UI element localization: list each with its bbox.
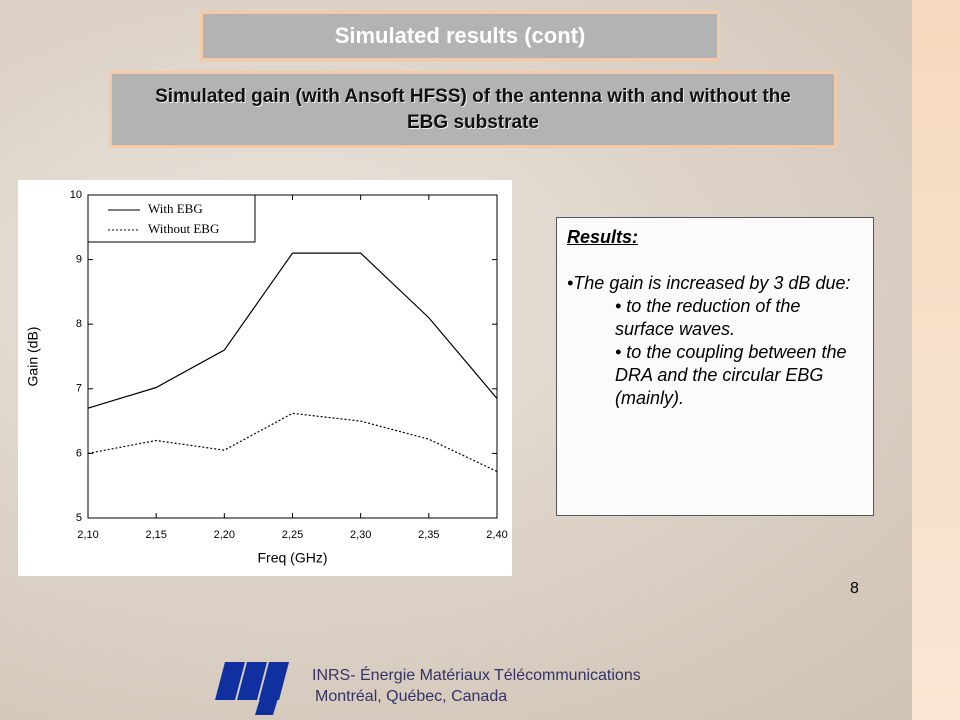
x-tick-label: 2,30 <box>350 529 371 541</box>
series-line <box>87 252 498 409</box>
slide-subtitle: Simulated gain (with Ansoft HFSS) of the… <box>109 71 837 148</box>
x-tick-label: 2,25 <box>282 529 303 541</box>
x-tick-label: 2,40 <box>486 529 507 541</box>
results-heading: Results: <box>567 227 639 247</box>
logo <box>215 662 289 715</box>
results-item: •The gain is increased by 3 dB due: <box>567 273 851 293</box>
x-axis-label: Freq (GHz) <box>258 550 328 566</box>
x-tick-label: 2,10 <box>77 529 98 541</box>
x-tick-label: 2,15 <box>145 529 166 541</box>
footer-line: INRS- Énergie Matériaux Télécommunicatio… <box>312 667 641 684</box>
side-strip <box>912 0 960 720</box>
slide-title: Simulated results (cont) <box>200 11 720 61</box>
page-number: 8 <box>850 580 859 597</box>
legend-box <box>87 194 256 243</box>
y-tick-label: 7 <box>76 383 82 395</box>
y-tick-label: 6 <box>76 447 82 459</box>
legend-label: With EBG <box>148 201 203 216</box>
y-tick-label: 9 <box>76 254 82 266</box>
series-line <box>87 412 498 473</box>
y-tick-label: 5 <box>76 512 82 524</box>
footer-line: Montréal, Québec, Canada <box>315 688 508 705</box>
results-box: Results: •The gain is increased by 3 dB … <box>556 217 874 516</box>
legend-label: Without EBG <box>148 221 219 236</box>
x-tick-label: 2,20 <box>214 529 235 541</box>
y-axis-label: Gain (dB) <box>25 327 41 387</box>
chart-background <box>18 180 512 576</box>
results-item: • to the reduction of the surface waves. <box>615 296 801 339</box>
results-item: • to the coupling between the DRA and th… <box>615 342 847 408</box>
y-tick-label: 10 <box>70 189 82 201</box>
y-tick-label: 8 <box>76 318 82 330</box>
x-tick-label: 2,35 <box>418 529 439 541</box>
